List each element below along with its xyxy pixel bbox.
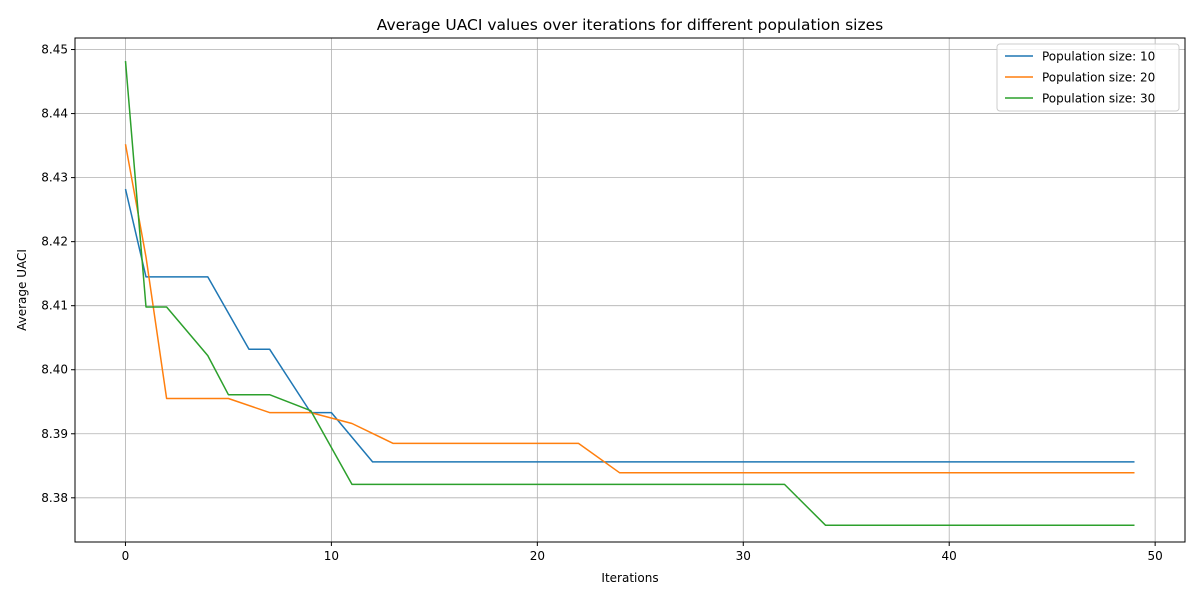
x-axis-label: Iterations [601, 571, 658, 585]
x-tick-label: 20 [530, 549, 545, 563]
y-tick-label: 8.39 [41, 427, 68, 441]
x-axis-ticks: 0 10 20 30 40 50 [122, 542, 1163, 563]
plot-frame [74, 37, 1186, 543]
series-layer [124, 61, 1135, 527]
y-axis-ticks: 8.38 8.39 8.40 8.41 8.42 8.43 8.44 8.45 [41, 43, 75, 505]
chart-title: Average UACI values over iterations for … [377, 16, 883, 34]
y-tick-label: 8.40 [41, 363, 68, 377]
series-line-3 [124, 61, 1135, 527]
x-tick-label: 10 [324, 549, 339, 563]
y-tick-label: 8.38 [41, 491, 68, 505]
series-line-1 [124, 188, 1135, 463]
grid-lines [75, 38, 1185, 542]
x-tick-label: 30 [736, 549, 751, 563]
y-tick-label: 8.42 [41, 235, 68, 249]
x-tick-label: 40 [942, 549, 957, 563]
legend-label-1: Population size: 10 [1042, 50, 1155, 64]
x-tick-label: 0 [122, 549, 130, 563]
y-tick-label: 8.44 [41, 107, 68, 121]
series-line-2 [124, 144, 1135, 474]
x-tick-label: 50 [1147, 549, 1162, 563]
y-axis-label: Average UACI [15, 249, 29, 331]
y-tick-label: 8.45 [41, 43, 68, 57]
y-tick-label: 8.43 [41, 171, 68, 185]
legend: Population size: 10 Population size: 20 Po… [996, 43, 1180, 112]
legend-label-2: Population size: 20 [1042, 71, 1155, 85]
legend-box [996, 43, 1180, 112]
legend-label-3: Population size: 30 [1042, 92, 1155, 106]
y-tick-label: 8.41 [41, 299, 68, 313]
